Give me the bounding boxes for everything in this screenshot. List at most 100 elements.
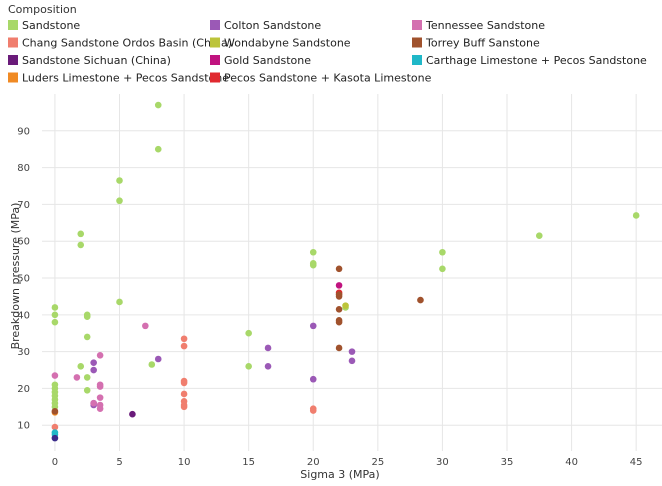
legend-swatch [210, 37, 220, 48]
legend-swatch [412, 20, 422, 30]
legend-swatch [412, 37, 422, 48]
data-point [51, 318, 59, 326]
data-point [154, 355, 162, 363]
legend-item: Colton Sandstone [210, 19, 321, 32]
data-point [245, 329, 252, 337]
legend-label: Torrey Buff Sanstone [425, 37, 540, 50]
legend-swatch [8, 55, 18, 65]
data-point [77, 241, 85, 249]
data-point [83, 313, 91, 320]
data-point [180, 390, 188, 398]
legend-label: Gold Sandstone [224, 54, 311, 67]
legend-swatch [8, 37, 18, 48]
legend-label: Luders Limestone + Pecos Sandstone [22, 72, 229, 85]
data-point [96, 352, 104, 359]
data-point [129, 410, 136, 418]
legend-item: Chang Sandstone Ordos Basin (China) [8, 37, 232, 50]
data-point [309, 261, 317, 269]
legend-item: Pecos Sandstone + Kasota Limestone [210, 72, 432, 85]
legend-swatch [412, 55, 422, 65]
x-tick-label: 40 [565, 457, 578, 468]
data-point [632, 212, 640, 219]
data-point [148, 361, 156, 368]
legend-swatch [8, 72, 18, 83]
data-point [335, 282, 343, 289]
x-tick-label: 30 [436, 457, 449, 468]
x-tick-label: 25 [371, 457, 384, 468]
data-point [90, 366, 97, 374]
data-point [96, 394, 104, 401]
x-tick-label: 10 [178, 457, 191, 468]
data-point [180, 379, 188, 387]
legend-swatch [210, 72, 220, 83]
data-points [51, 101, 640, 442]
data-point [348, 357, 356, 365]
data-point [51, 434, 59, 442]
legend-label: Tennessee Sandstone [425, 19, 545, 32]
legend-item: Torrey Buff Sanstone [412, 37, 540, 50]
data-point [51, 423, 59, 431]
data-point [309, 248, 317, 256]
data-point [51, 311, 59, 319]
data-point [96, 383, 104, 390]
data-point [83, 386, 91, 394]
legend-label: Colton Sandstone [224, 19, 321, 32]
data-point [154, 145, 162, 153]
data-point [335, 265, 343, 273]
y-axis-ticks: 10 20 30 40 50 60 70 80 90 [17, 126, 30, 431]
data-point [142, 322, 149, 330]
x-axis-title: Sigma 3 (MPa) [300, 468, 379, 481]
legend: Composition Sandstone Colton Sandstone Ten… [8, 3, 647, 85]
legend-swatch [210, 55, 220, 65]
data-point [335, 293, 343, 300]
legend-items: Sandstone Colton Sandstone Tennessee Sands… [8, 19, 647, 85]
data-point [245, 363, 252, 370]
legend-label: Chang Sandstone Ordos Basin (China) [22, 37, 232, 50]
legend-swatch [8, 20, 18, 30]
x-tick-label: 0 [52, 457, 58, 468]
data-point [264, 344, 272, 352]
legend-item: Tennessee Sandstone [412, 19, 545, 32]
legend-item: Gold Sandstone [210, 54, 311, 67]
y-tick-label: 60 [17, 237, 30, 248]
y-tick-label: 40 [17, 310, 30, 321]
data-point [77, 230, 85, 238]
data-point [116, 197, 123, 205]
data-point [83, 333, 91, 341]
legend-item: Sandstone [8, 19, 80, 32]
data-point [51, 372, 59, 379]
data-point [90, 399, 97, 407]
data-point [335, 318, 343, 326]
data-point [335, 306, 343, 313]
y-tick-label: 50 [17, 274, 30, 285]
y-tick-label: 70 [17, 200, 30, 211]
x-tick-label: 45 [630, 457, 643, 468]
data-point [154, 101, 162, 109]
x-tick-label: 5 [116, 457, 122, 468]
y-tick-label: 20 [17, 384, 30, 395]
legend-label: Pecos Sandstone + Kasota Limestone [224, 72, 432, 85]
data-point [51, 407, 59, 415]
x-tick-label: 35 [501, 457, 514, 468]
legend-label: Sandstone Sichuan (China) [22, 54, 171, 67]
data-point [180, 335, 188, 343]
data-point [83, 374, 91, 381]
y-tick-label: 30 [17, 347, 30, 358]
x-tick-label: 15 [242, 457, 255, 468]
y-axis-title: Breakdown pressure (MPa) [9, 203, 22, 350]
legend-item: Sandstone Sichuan (China) [8, 54, 171, 67]
data-point [116, 298, 123, 306]
data-point [73, 374, 81, 381]
legend-item: Carthage Limestone + Pecos Sandstone [412, 54, 647, 67]
gridlines [42, 94, 662, 451]
data-point [264, 363, 272, 370]
y-tick-label: 80 [17, 163, 30, 174]
data-point [348, 348, 356, 355]
y-tick-label: 10 [17, 421, 30, 432]
data-point [180, 403, 188, 411]
x-axis-ticks: 0 5 10 15 20 25 30 35 40 45 [52, 457, 643, 468]
legend-label: Sandstone [22, 19, 80, 32]
data-point [342, 302, 349, 309]
data-point [77, 363, 85, 370]
